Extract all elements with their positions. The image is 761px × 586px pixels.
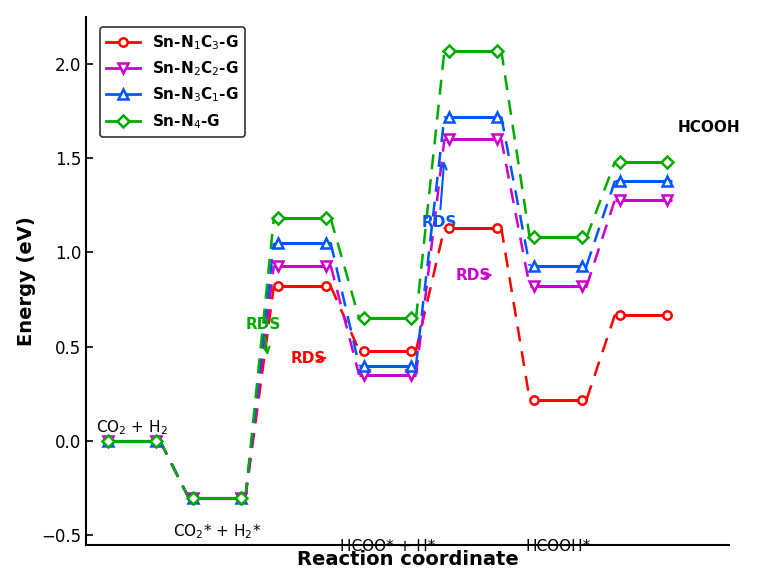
Text: CO$_2$ + H$_2$: CO$_2$ + H$_2$ — [96, 418, 167, 437]
Y-axis label: Energy (eV): Energy (eV) — [17, 216, 36, 346]
Text: HCOO* + H*: HCOO* + H* — [340, 539, 435, 554]
Text: HCOOH*: HCOOH* — [526, 539, 591, 554]
X-axis label: Reaction coordinate: Reaction coordinate — [297, 550, 518, 570]
Text: RDS: RDS — [245, 316, 281, 353]
Text: CO$_2$* + H$_2$*: CO$_2$* + H$_2$* — [173, 522, 261, 541]
Legend: Sn-N$_1$C$_3$-G, Sn-N$_2$C$_2$-G, Sn-N$_3$C$_1$-G, Sn-N$_4$-G: Sn-N$_1$C$_3$-G, Sn-N$_2$C$_2$-G, Sn-N$_… — [100, 27, 245, 137]
Text: RDS: RDS — [291, 350, 326, 366]
Text: HCOOH: HCOOH — [677, 121, 740, 135]
Text: RDS: RDS — [422, 163, 457, 230]
Text: RDS: RDS — [456, 268, 491, 282]
